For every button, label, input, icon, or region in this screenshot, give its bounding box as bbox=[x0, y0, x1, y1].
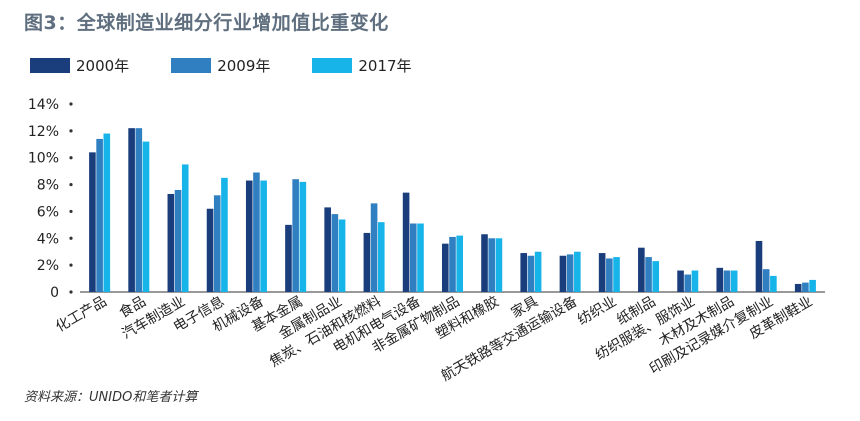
bar bbox=[377, 222, 385, 292]
bar bbox=[613, 257, 620, 292]
bar bbox=[684, 274, 692, 292]
y-tick-mark bbox=[69, 156, 73, 160]
y-tick-label: 4% bbox=[37, 231, 59, 247]
bar bbox=[645, 257, 652, 292]
bar bbox=[481, 234, 488, 292]
legend-label-2009: 2009年 bbox=[217, 57, 271, 75]
bar bbox=[167, 193, 175, 292]
bar bbox=[449, 236, 456, 292]
bar bbox=[456, 235, 463, 292]
bar bbox=[488, 238, 496, 292]
bar bbox=[809, 279, 816, 292]
bar bbox=[338, 219, 346, 292]
legend-swatch-2000 bbox=[30, 58, 70, 73]
bar bbox=[730, 270, 738, 292]
y-tick-mark bbox=[69, 236, 73, 240]
bar bbox=[260, 180, 267, 292]
bar bbox=[363, 232, 371, 292]
bar bbox=[559, 255, 567, 292]
bar bbox=[285, 224, 292, 292]
legend-swatch-2017 bbox=[312, 58, 353, 73]
y-tick-label: 2% bbox=[37, 258, 59, 274]
bar bbox=[174, 189, 182, 292]
bar bbox=[206, 208, 214, 292]
bar bbox=[213, 195, 221, 292]
bar bbox=[370, 203, 378, 292]
bar bbox=[723, 270, 731, 292]
y-tick-label: 0 bbox=[50, 285, 59, 301]
y-tick-mark bbox=[69, 182, 73, 187]
legend-item-2009: 2009年 bbox=[171, 55, 270, 76]
y-tick-mark bbox=[69, 129, 73, 133]
bar bbox=[652, 261, 660, 292]
bar bbox=[638, 247, 645, 292]
y-tick-label: 12% bbox=[28, 124, 59, 140]
chart-title: 图3：全球制造业细分行业增加值比重变化 bbox=[24, 12, 389, 34]
bar bbox=[245, 180, 253, 292]
bar bbox=[409, 223, 417, 292]
bar bbox=[103, 133, 111, 292]
bar bbox=[142, 141, 150, 292]
bar bbox=[96, 138, 103, 292]
bar bbox=[135, 128, 143, 292]
y-tick-label: 6% bbox=[37, 204, 59, 220]
bar bbox=[802, 282, 809, 292]
legend-label-2000: 2000年 bbox=[76, 57, 130, 75]
bar bbox=[402, 192, 410, 292]
source-note: 资料来源：UNIDO和笔者计算 bbox=[24, 390, 198, 405]
x-tick-label: 纺织业 bbox=[575, 294, 619, 329]
bar bbox=[520, 253, 528, 292]
legend-label-2017: 2017年 bbox=[358, 57, 412, 75]
y-tick-label: 10% bbox=[28, 151, 59, 167]
bar bbox=[794, 283, 802, 292]
bar bbox=[762, 269, 770, 292]
bar bbox=[606, 258, 613, 292]
bar bbox=[770, 275, 777, 292]
bar bbox=[181, 164, 189, 292]
bar bbox=[598, 253, 606, 292]
x-tick-label: 化工产品 bbox=[53, 294, 109, 336]
bar bbox=[574, 251, 581, 292]
y-tick-label: 14% bbox=[28, 97, 59, 113]
bar bbox=[292, 179, 299, 292]
bar bbox=[128, 128, 135, 292]
bar bbox=[677, 270, 684, 292]
bar bbox=[331, 214, 339, 292]
y-tick-label: 8% bbox=[37, 178, 59, 194]
bar bbox=[253, 172, 260, 292]
bar bbox=[566, 254, 574, 292]
legend-swatch-2009 bbox=[171, 58, 212, 73]
bar bbox=[716, 267, 724, 292]
y-tick-mark bbox=[69, 102, 73, 106]
legend-item-2000: 2000年 bbox=[30, 55, 129, 76]
y-tick-mark bbox=[69, 290, 73, 294]
bar bbox=[527, 255, 535, 292]
bar bbox=[324, 207, 331, 292]
bar bbox=[495, 238, 503, 292]
bar bbox=[299, 181, 307, 292]
y-tick-mark bbox=[69, 209, 73, 214]
bar bbox=[755, 240, 763, 292]
legend-item-2017: 2017年 bbox=[312, 55, 412, 76]
legend: 2000年 2009年 2017年 bbox=[30, 55, 412, 76]
bar bbox=[534, 251, 542, 292]
bar bbox=[691, 270, 699, 292]
bar bbox=[89, 152, 96, 292]
bar bbox=[442, 243, 449, 292]
bar bbox=[417, 223, 424, 292]
y-tick-mark bbox=[69, 263, 73, 267]
bar bbox=[221, 177, 228, 292]
